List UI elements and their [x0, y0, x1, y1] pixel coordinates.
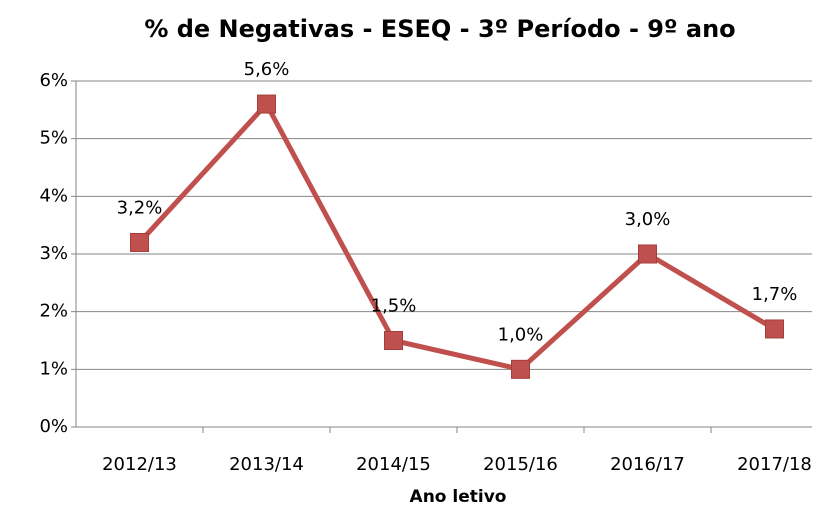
- x-tick-label: 2017/18: [737, 454, 812, 475]
- marker: [765, 319, 784, 339]
- x-tick-label: 2016/17: [610, 454, 685, 475]
- data-label: 5,6%: [244, 59, 290, 80]
- marker: [638, 244, 657, 264]
- data-label: 3,0%: [625, 209, 671, 230]
- data-label: 1,5%: [371, 296, 417, 317]
- y-tick-label: 1%: [39, 358, 68, 379]
- y-tick-label: 6%: [39, 70, 68, 91]
- y-tick-label: 4%: [39, 185, 68, 206]
- marker: [384, 331, 403, 350]
- marker: [257, 94, 276, 114]
- y-tick-label: 5%: [39, 128, 68, 149]
- marker: [130, 232, 149, 252]
- x-tick-label: 2015/16: [483, 454, 558, 475]
- data-label: 1,7%: [752, 284, 798, 305]
- x-tick-label: 2014/15: [356, 454, 431, 475]
- chart-title: % de Negativas - ESEQ - 3º Período - 9º …: [144, 15, 735, 43]
- y-tick-label: 3%: [39, 243, 68, 264]
- x-axis-title: Ano letivo: [410, 487, 507, 507]
- x-tick-label: 2013/14: [229, 454, 304, 475]
- marker: [511, 359, 530, 379]
- series-line: [137, 101, 776, 372]
- x-tick-label: 2012/13: [102, 454, 177, 475]
- y-tick-label: 0%: [39, 416, 68, 437]
- data-label: 1,0%: [498, 324, 544, 345]
- data-label: 3,2%: [117, 197, 163, 218]
- y-tick-label: 2%: [39, 301, 68, 322]
